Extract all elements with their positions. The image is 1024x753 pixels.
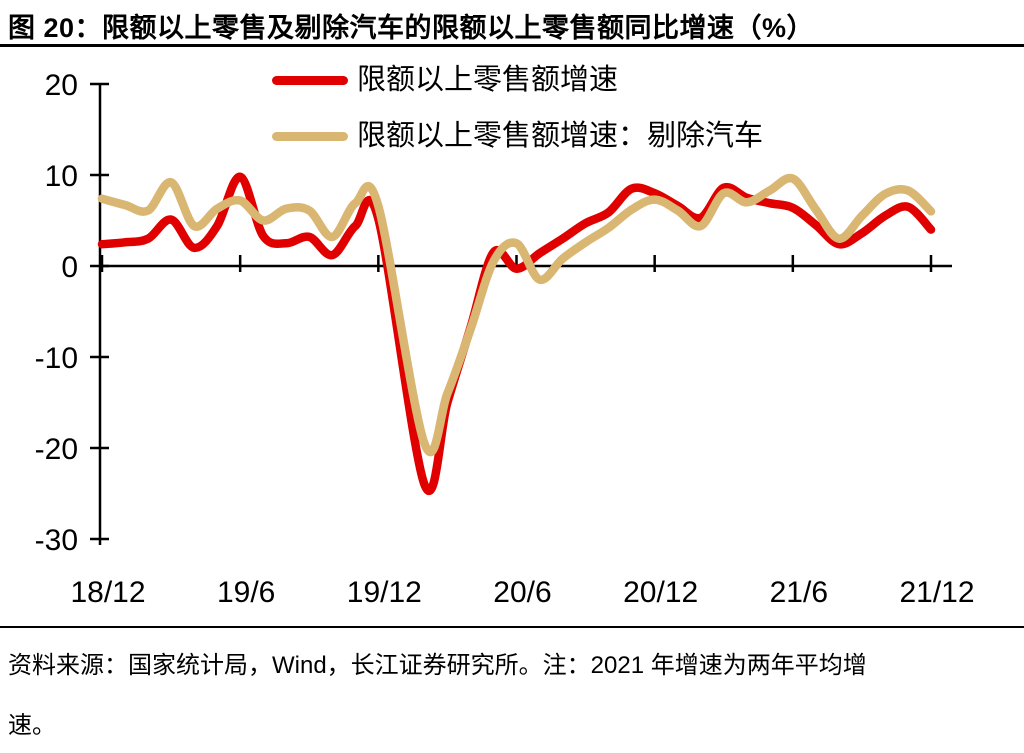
legend-label-ex-auto: 限额以上零售额增速：剔除汽车 bbox=[357, 119, 764, 152]
y-axis-tick-label: 20 bbox=[45, 69, 78, 102]
legend: 限额以上零售额增速 限额以上零售额增速：剔除汽车 bbox=[272, 60, 763, 172]
y-axis-tick-label: 10 bbox=[45, 160, 78, 193]
legend-item-ex-auto: 限额以上零售额增速：剔除汽车 bbox=[272, 116, 763, 156]
source-note-line1: 资料来源：国家统计局，Wind，长江证券研究所。注：2021 年增速为两年平均增 bbox=[8, 652, 867, 679]
series-line-0 bbox=[97, 172, 936, 496]
x-axis-tick-label: 21/12 bbox=[899, 576, 974, 609]
legend-line-swatch-tan bbox=[272, 131, 348, 141]
figure-title: 图 20：限额以上零售及剔除汽车的限额以上零售额同比增速（%） bbox=[8, 13, 815, 43]
y-axis-tick-label: 0 bbox=[61, 251, 78, 284]
series-line-1 bbox=[97, 173, 936, 457]
source-note: 资料来源：国家统计局，Wind，长江证券研究所。注：2021 年增速为两年平均增… bbox=[8, 650, 1016, 742]
legend-line-swatch-red bbox=[272, 75, 348, 85]
x-axis-tick-label: 20/6 bbox=[493, 576, 551, 609]
x-axis-tick-label: 20/12 bbox=[623, 576, 698, 609]
source-note-line2: 速。 bbox=[8, 712, 56, 739]
title-underline bbox=[0, 44, 1024, 47]
y-axis-tick-label: -10 bbox=[35, 342, 78, 375]
x-axis-tick-label: 19/12 bbox=[347, 576, 422, 609]
x-axis-tick-label: 18/12 bbox=[70, 576, 145, 609]
y-axis-tick-label: -30 bbox=[35, 524, 78, 557]
legend-label-retail: 限额以上零售额增速 bbox=[357, 63, 619, 96]
y-axis-tick-label: -20 bbox=[35, 433, 78, 466]
footer-divider bbox=[0, 626, 1024, 628]
x-axis-tick-label: 19/6 bbox=[217, 576, 275, 609]
legend-item-retail: 限额以上零售额增速 bbox=[272, 60, 763, 100]
x-axis-tick-label: 21/6 bbox=[770, 576, 828, 609]
